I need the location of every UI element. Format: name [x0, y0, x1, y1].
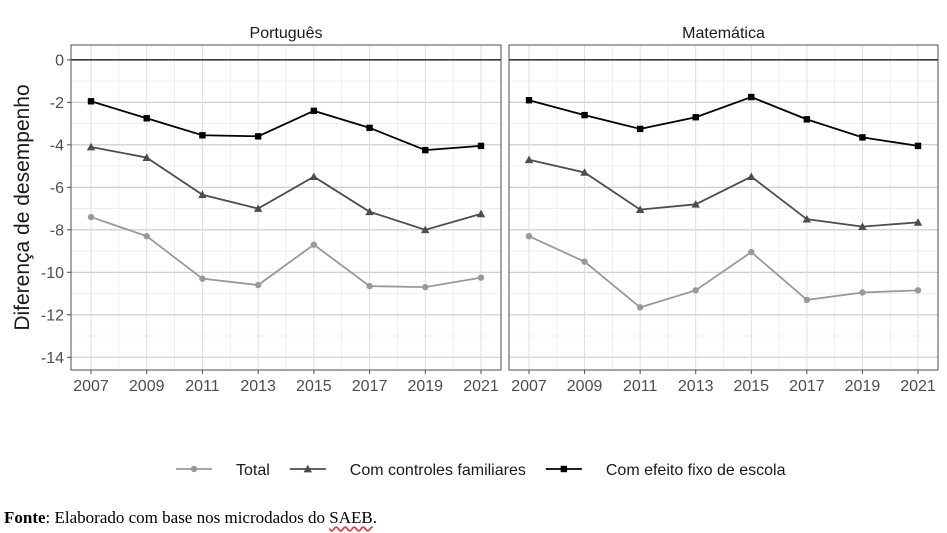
data-point-com-controles-familiares	[198, 190, 207, 199]
legend-label-total: Total	[236, 462, 270, 479]
data-point-com-controles-familiares	[858, 222, 867, 230]
data-point-com-controles-familiares	[747, 172, 756, 181]
legend-label-com-efeito-fixo-de-escola: Com efeito fixo de escola	[606, 462, 786, 479]
panel-matematica: Matemática 2007 2009 2011 2013 2015 2017 2019 20…	[508, 25, 939, 395]
panel-title: Português	[250, 25, 323, 42]
x-tick-label: 2013	[240, 378, 276, 395]
x-tick-label: 2021	[900, 378, 936, 395]
faceted-line-chart: Português 2007 2009 2011 2013 2015 2017 2019 202…	[11, 25, 939, 479]
data-point-total	[525, 232, 533, 240]
data-point-com-efeito-fixo-de-escola	[748, 93, 755, 101]
data-point-total	[87, 213, 95, 221]
data-point-total	[748, 248, 755, 256]
data-point-total	[366, 282, 373, 290]
data-point-com-controles-familiares	[86, 142, 96, 151]
caption-end: .	[372, 508, 378, 527]
data-point-com-efeito-fixo-de-escola	[254, 133, 262, 140]
data-point-com-efeito-fixo-de-escola	[310, 107, 318, 115]
x-tick-label: 2021	[463, 378, 499, 395]
data-point-com-efeito-fixo-de-escola	[914, 142, 922, 150]
x-tick-label: 2007	[73, 378, 109, 395]
figure-caption: Fonte: Elaborado com base nos microdados…	[4, 508, 377, 528]
data-point-total	[859, 289, 866, 296]
data-point-com-controles-familiares	[691, 200, 700, 208]
data-point-com-efeito-fixo-de-escola	[143, 115, 150, 122]
caption-dataset-name: SAEB	[329, 508, 373, 527]
x-tick-label: 2019	[407, 378, 443, 395]
series-line-com-efeito-fixo-de-escola	[90, 100, 482, 152]
legend-marker-com-controles-familiares	[303, 464, 312, 473]
y-tick-label: -14	[41, 350, 64, 367]
data-point-total	[422, 283, 429, 291]
data-point-com-efeito-fixo-de-escola	[581, 111, 588, 119]
x-tick-label: 2015	[296, 378, 332, 395]
data-point-com-efeito-fixo-de-escola	[525, 97, 533, 104]
y-tick-label: -6	[50, 180, 64, 197]
x-tick-label: 2009	[129, 378, 165, 395]
panel-title: Matemática	[682, 25, 765, 42]
x-tick-label: 2019	[845, 378, 881, 395]
series-line-com-controles-familiares	[90, 146, 482, 231]
panel-border	[70, 44, 502, 371]
y-tick-label: -8	[50, 222, 64, 239]
data-point-com-efeito-fixo-de-escola	[477, 142, 485, 150]
data-point-com-controles-familiares	[253, 204, 263, 212]
data-point-com-controles-familiares	[309, 172, 319, 181]
data-point-com-efeito-fixo-de-escola	[636, 125, 644, 133]
caption-text: : Elaborado com base nos microdados do	[45, 508, 330, 527]
panel-border	[508, 44, 939, 371]
data-point-com-efeito-fixo-de-escola	[859, 134, 866, 141]
data-point-total	[692, 287, 699, 294]
y-tick-label: 0	[55, 52, 64, 69]
x-tick-label: 2007	[511, 378, 547, 395]
series-line-total	[90, 216, 482, 289]
data-point-total	[581, 258, 588, 265]
x-tick-label: 2011	[185, 378, 220, 395]
y-tick-label: -2	[50, 95, 64, 112]
data-point-com-controles-familiares	[421, 225, 430, 234]
data-point-total	[310, 241, 318, 248]
data-point-total	[477, 274, 485, 281]
y-tick-label: -4	[50, 137, 64, 154]
data-point-com-efeito-fixo-de-escola	[199, 132, 206, 139]
data-point-total	[914, 287, 922, 294]
data-point-com-efeito-fixo-de-escola	[803, 116, 811, 123]
data-point-com-controles-familiares	[142, 153, 151, 161]
x-tick-label: 2015	[733, 378, 769, 395]
series-line-com-controles-familiares	[528, 158, 919, 228]
legend-marker-com-efeito-fixo-de-escola	[560, 465, 568, 473]
data-point-com-controles-familiares	[802, 214, 812, 223]
data-point-com-controles-familiares	[913, 218, 923, 226]
data-point-total	[803, 296, 811, 304]
data-point-com-efeito-fixo-de-escola	[366, 124, 373, 132]
data-point-com-efeito-fixo-de-escola	[87, 98, 95, 105]
y-axis-title: Diferença de desempenho	[11, 84, 34, 330]
series-line-total	[528, 235, 919, 309]
data-point-com-controles-familiares	[524, 155, 534, 164]
caption-source-label: Fonte	[4, 508, 46, 527]
data-point-com-controles-familiares	[365, 207, 374, 216]
legend-label-com-controles-familiares: Com controles familiares	[350, 462, 526, 479]
legend: Total Com controles familiares Com efeito …	[176, 462, 786, 479]
data-point-com-efeito-fixo-de-escola	[692, 114, 699, 121]
x-tick-label: 2017	[352, 378, 388, 395]
data-point-com-controles-familiares	[580, 168, 589, 176]
legend-marker-total	[190, 465, 198, 473]
x-tick-label: 2009	[567, 378, 603, 395]
data-point-com-controles-familiares	[476, 209, 486, 218]
data-point-com-efeito-fixo-de-escola	[422, 146, 429, 154]
data-point-com-controles-familiares	[635, 205, 645, 213]
y-tick-label: -10	[41, 265, 64, 282]
y-tick-label: -12	[41, 307, 64, 324]
panel-portugues: Português 2007 2009 2011 2013 2015 2017 2019 202…	[41, 25, 502, 395]
x-tick-label: 2017	[789, 378, 825, 395]
x-tick-label: 2011	[623, 378, 658, 395]
data-point-total	[143, 232, 150, 240]
data-point-total	[254, 281, 262, 289]
data-point-total	[636, 304, 644, 311]
x-tick-label: 2013	[678, 378, 714, 395]
series-line-com-efeito-fixo-de-escola	[528, 96, 919, 147]
data-point-total	[199, 275, 206, 282]
